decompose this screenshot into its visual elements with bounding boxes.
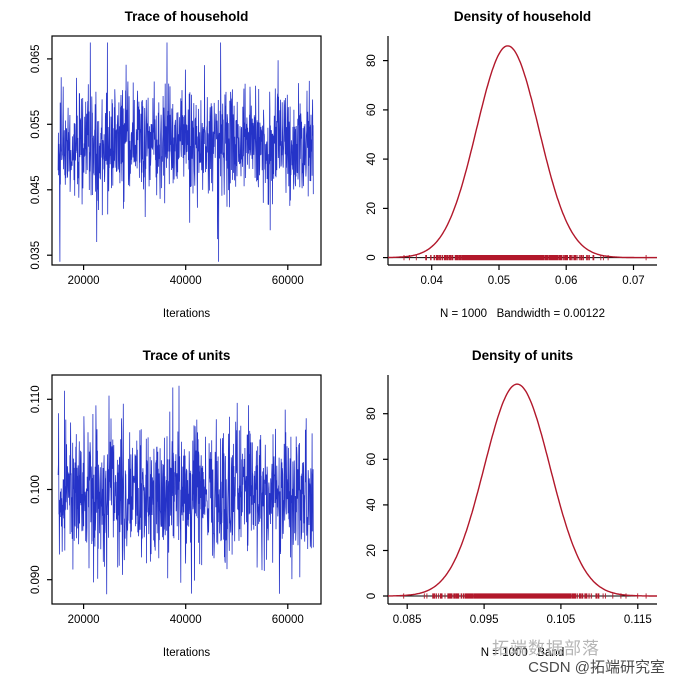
svg-text:20000: 20000: [68, 275, 100, 287]
svg-text:0.045: 0.045: [30, 175, 42, 204]
svg-text:N = 1000 Bandwidth = 0.00122: N = 1000 Bandwidth = 0.00122: [440, 308, 605, 320]
density-household-panel: 0.04 0.05 0.06 0.07 0 20 40 60 80 Density of hous…: [336, 0, 672, 339]
svg-text:Trace of household: Trace of household: [125, 9, 249, 24]
svg-text:0.105: 0.105: [547, 614, 576, 626]
svg-text:60000: 60000: [272, 275, 304, 287]
svg-text:N = 1000 Band: N = 1000 Band: [481, 647, 564, 659]
svg-text:80: 80: [366, 54, 378, 67]
svg-text:Trace of units: Trace of units: [143, 348, 231, 363]
svg-text:0.090: 0.090: [30, 565, 42, 594]
svg-text:0: 0: [366, 593, 378, 599]
svg-text:40000: 40000: [170, 614, 202, 626]
rug-marks: [403, 593, 647, 599]
trace-units-panel: 20000 40000 60000 0.090 0.100 0.110 Trace of u…: [0, 339, 336, 678]
svg-text:0.095: 0.095: [470, 614, 499, 626]
svg-text:0.06: 0.06: [555, 275, 577, 287]
trace-units-chart: 20000 40000 60000 0.090 0.100 0.110 Trace of u…: [30, 348, 322, 659]
trace-series: [57, 42, 314, 262]
watermark-text: 拓端数据部落: [492, 639, 600, 658]
svg-text:0.035: 0.035: [30, 241, 42, 270]
svg-text:20000: 20000: [68, 614, 100, 626]
svg-text:80: 80: [366, 407, 378, 420]
svg-text:Iterations: Iterations: [163, 647, 211, 659]
svg-text:60: 60: [366, 104, 378, 117]
trace-household-panel: 20000 40000 60000 0.035 0.045 0.055 0.065 Trace…: [0, 0, 336, 339]
svg-text:0.100: 0.100: [30, 475, 42, 504]
svg-text:60000: 60000: [272, 614, 304, 626]
watermark-credit: CSDN @拓端研究室: [528, 659, 665, 676]
svg-text:40: 40: [366, 499, 378, 512]
svg-text:20: 20: [366, 202, 378, 215]
trace-series: [57, 385, 314, 595]
svg-text:0: 0: [366, 254, 378, 260]
density-curve: [388, 45, 657, 259]
svg-text:20: 20: [366, 544, 378, 557]
svg-text:Density of units: Density of units: [472, 348, 573, 363]
svg-text:60: 60: [366, 453, 378, 466]
plot-box: [51, 35, 322, 266]
density-units-chart: 0.085 0.095 0.105 0.115 0 20 40 60 80 Density of …: [366, 348, 657, 659]
svg-text:Density of household: Density of household: [454, 9, 591, 24]
svg-text:0.055: 0.055: [30, 110, 42, 139]
density-curve: [388, 383, 657, 597]
trace-household-chart: 20000 40000 60000 0.035 0.045 0.055 0.065 Trace…: [30, 9, 322, 320]
density-household-chart: 0.04 0.05 0.06 0.07 0 20 40 60 80 Density of hous…: [366, 9, 657, 320]
svg-text:0.065: 0.065: [30, 45, 42, 74]
svg-text:0.04: 0.04: [421, 275, 444, 287]
svg-text:Iterations: Iterations: [163, 308, 211, 320]
svg-text:40000: 40000: [170, 275, 202, 287]
density-units-panel: 0.085 0.095 0.105 0.115 0 20 40 60 80 Density of …: [336, 339, 672, 678]
svg-text:40: 40: [366, 153, 378, 166]
svg-text:0.115: 0.115: [624, 614, 652, 626]
svg-text:0.05: 0.05: [488, 275, 510, 287]
rug-marks: [403, 255, 647, 261]
svg-text:0.110: 0.110: [30, 385, 42, 413]
svg-text:0.07: 0.07: [622, 275, 644, 287]
svg-text:0.085: 0.085: [393, 614, 422, 626]
